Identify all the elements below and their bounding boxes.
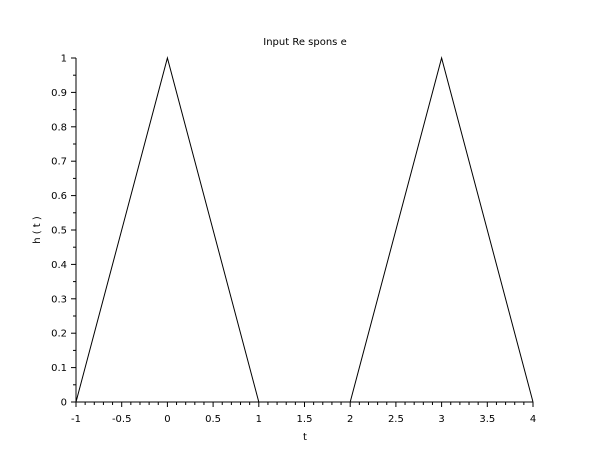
y-tick-label: 1 <box>61 54 67 65</box>
x-tick-label: 1.5 <box>297 414 313 425</box>
x-tick-label: 1 <box>256 414 262 425</box>
y-tick-label: 0.7 <box>51 157 67 168</box>
x-tick-label: -1 <box>71 414 81 425</box>
y-tick-label: 0.1 <box>51 363 67 374</box>
y-tick-label: 0.9 <box>51 88 67 99</box>
axes: -1 -0.5 0 0.5 1 1.5 2 2.5 3 3.5 4 0 0.1 0.2 0.3 0.4 0.5 0… <box>51 54 536 426</box>
y-tick-label: 0.4 <box>51 260 67 271</box>
y-axis-label: h ( t ) <box>32 216 43 244</box>
x-tick-label: -0.5 <box>112 414 132 425</box>
x-tick-label: 0 <box>164 414 170 425</box>
y-tick-label: 0.8 <box>51 122 67 133</box>
series-line-2 <box>349 56 534 403</box>
x-tick-label: 0.5 <box>205 414 221 425</box>
x-tick-label: 3.5 <box>479 414 495 425</box>
chart-title: Input Re spons e <box>263 37 346 48</box>
y-tick-label: 0.6 <box>51 191 67 202</box>
x-tick-label: 4 <box>530 414 536 425</box>
y-tick-label: 0.5 <box>51 226 67 237</box>
y-tick-label: 0 <box>61 398 67 409</box>
x-axis-label: t <box>303 432 307 443</box>
series-line-1 <box>75 56 260 403</box>
series-layer <box>75 56 534 403</box>
x-tick-label: 2.5 <box>388 414 404 425</box>
y-tick-label: 0.3 <box>51 294 67 305</box>
x-tick-label: 2 <box>347 414 353 425</box>
y-tick-label: 0.2 <box>51 329 67 340</box>
x-tick-label: 3 <box>438 414 444 425</box>
